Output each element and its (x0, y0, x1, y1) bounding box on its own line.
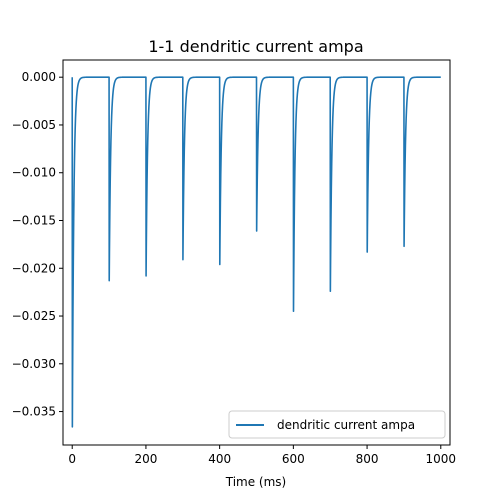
y-tick-label: −0.010 (12, 166, 56, 180)
x-tick-label: 1000 (426, 452, 457, 466)
y-tick-label: −0.020 (12, 261, 56, 275)
y-tick-label: −0.005 (12, 118, 56, 132)
y-tick-label: −0.030 (12, 357, 56, 371)
axes-frame (62, 59, 451, 446)
x-tick-label: 800 (356, 452, 379, 466)
y-tick-label: 0.000 (22, 70, 56, 84)
legend-label: dendritic current ampa (277, 418, 415, 432)
x-tick-label: 200 (134, 452, 157, 466)
chart-title: 1-1 dendritic current ampa (148, 37, 363, 56)
x-tick-label: 0 (68, 452, 76, 466)
legend: dendritic current ampa (228, 410, 446, 439)
x-axis-label: Time (ms) (225, 475, 287, 489)
legend-box (228, 410, 446, 439)
y-tick-label: −0.025 (12, 309, 56, 323)
y-tick-label: −0.015 (12, 213, 56, 227)
x-tick-label: 400 (208, 452, 231, 466)
series-line-dendritic-current-ampa (71, 76, 441, 428)
x-tick-label: 600 (282, 452, 305, 466)
y-tick-label: −0.035 (12, 405, 56, 419)
